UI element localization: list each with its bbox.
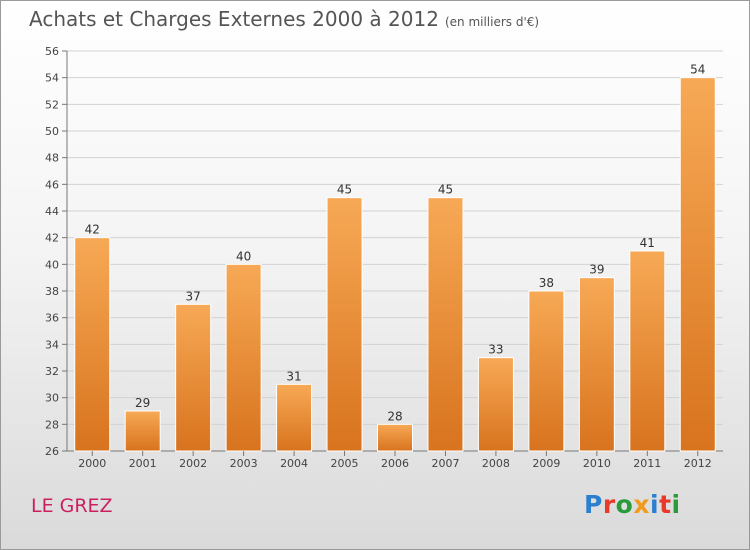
y-tick-label: 44: [45, 205, 59, 218]
bar-2002: [175, 303, 212, 452]
x-tick-label: 2002: [179, 457, 207, 470]
y-tick-label: 30: [45, 392, 59, 405]
x-tick-label: 2009: [532, 457, 560, 470]
data-label: 29: [135, 396, 150, 410]
data-label: 39: [589, 263, 604, 277]
bar-2005: [326, 197, 363, 452]
data-label: 45: [438, 183, 453, 197]
bar-2003: [225, 263, 262, 452]
y-tick-label: 32: [45, 365, 59, 378]
x-tick-label: 2010: [583, 457, 611, 470]
data-label: 42: [85, 223, 100, 237]
y-tick-label: 36: [45, 312, 59, 325]
y-tick-label: 38: [45, 285, 59, 298]
data-label: 31: [286, 369, 301, 383]
bar-2010: [578, 277, 615, 452]
data-label: 28: [387, 409, 402, 423]
data-label: 54: [690, 63, 705, 77]
data-label: 41: [640, 236, 655, 250]
x-tick-label: 2000: [78, 457, 106, 470]
commune-name: LE GREZ: [31, 495, 113, 517]
y-tick-label: 52: [45, 98, 59, 111]
data-label: 40: [236, 249, 251, 263]
bar-2012: [679, 77, 716, 452]
bar-2004: [276, 383, 313, 452]
y-tick-label: 50: [45, 125, 59, 138]
proxiti-logo: Proxiti: [584, 490, 681, 519]
x-tick-label: 2011: [633, 457, 661, 470]
bar-2011: [629, 250, 666, 452]
data-label: 37: [186, 289, 201, 303]
bar-2000: [74, 237, 111, 452]
bar-2009: [528, 290, 565, 452]
data-label: 33: [488, 343, 503, 357]
chart-subtitle: (en milliers d'€): [444, 15, 540, 29]
y-tick-label: 48: [45, 152, 59, 165]
y-tick-label: 56: [45, 45, 59, 58]
x-tick-label: 2007: [431, 457, 459, 470]
chart-title: Achats et Charges Externes 2000 à 2012 (e…: [29, 7, 539, 31]
bar-2006: [377, 423, 413, 452]
bar-2008: [477, 357, 514, 452]
y-tick-label: 46: [45, 178, 59, 191]
x-tick-label: 2012: [684, 457, 712, 470]
y-tick-label: 40: [45, 258, 59, 271]
x-tick-label: 2003: [230, 457, 258, 470]
x-tick-label: 2001: [129, 457, 157, 470]
y-tick-label: 54: [45, 72, 59, 85]
y-tick-label: 42: [45, 232, 59, 245]
x-tick-label: 2005: [331, 457, 359, 470]
x-tick-label: 2004: [280, 457, 308, 470]
title-text: Achats et Charges Externes 2000 à 2012: [29, 7, 439, 31]
data-label: 45: [337, 183, 352, 197]
bar-2007: [427, 197, 464, 452]
bar-2001: [124, 410, 161, 452]
y-tick-label: 34: [45, 338, 59, 351]
x-tick-label: 2006: [381, 457, 409, 470]
y-tick-label: 28: [45, 418, 59, 431]
data-label: 38: [539, 276, 554, 290]
x-tick-label: 2008: [482, 457, 510, 470]
y-tick-label: 26: [45, 445, 59, 458]
